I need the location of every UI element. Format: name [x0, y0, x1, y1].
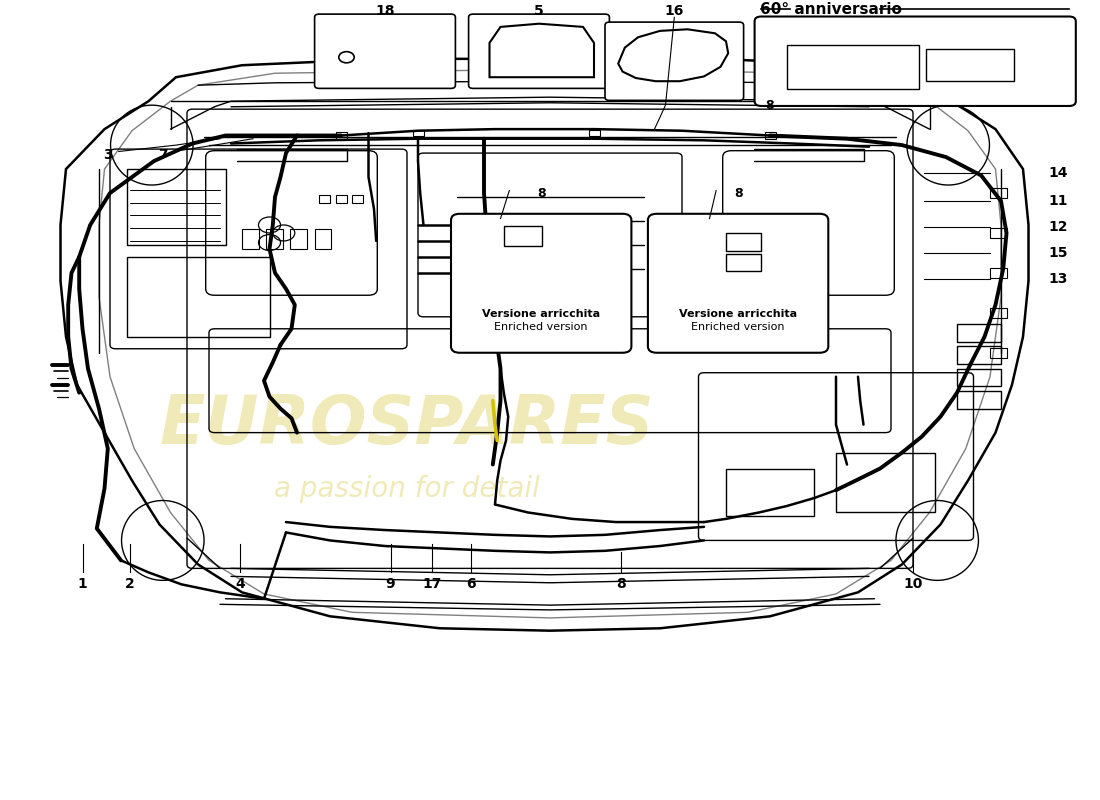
Text: 2: 2 — [125, 578, 134, 591]
Bar — [990, 348, 1006, 358]
Bar — [726, 469, 814, 517]
Bar — [726, 233, 761, 250]
Bar — [588, 130, 600, 136]
Bar — [926, 50, 1014, 82]
FancyBboxPatch shape — [755, 17, 1076, 106]
Text: a passion for detail: a passion for detail — [274, 474, 540, 502]
Text: 8: 8 — [766, 98, 774, 112]
Text: 10: 10 — [903, 578, 923, 591]
Text: 7: 7 — [158, 148, 167, 162]
FancyBboxPatch shape — [451, 214, 631, 353]
Bar — [242, 229, 258, 249]
Bar — [319, 194, 330, 202]
Text: 15: 15 — [1048, 246, 1068, 260]
Bar — [315, 229, 331, 249]
Text: 17: 17 — [422, 578, 442, 591]
Text: 3: 3 — [103, 148, 112, 162]
Bar — [336, 194, 346, 202]
Text: 8: 8 — [734, 186, 742, 199]
Bar — [990, 228, 1006, 238]
Bar — [504, 226, 542, 246]
Text: 8: 8 — [617, 578, 626, 591]
Bar — [290, 229, 307, 249]
Text: 13: 13 — [1048, 272, 1068, 286]
Bar — [126, 169, 226, 245]
Text: 14: 14 — [1048, 166, 1068, 180]
Text: 12: 12 — [1048, 219, 1068, 234]
Bar — [786, 46, 918, 89]
Bar — [266, 229, 283, 249]
Bar — [957, 324, 1001, 342]
Text: 16: 16 — [664, 4, 684, 18]
Bar — [352, 194, 363, 202]
Text: Versione arricchita: Versione arricchita — [679, 310, 798, 319]
Bar — [126, 257, 270, 337]
Bar — [764, 132, 776, 138]
Text: 1: 1 — [78, 578, 87, 591]
Text: 6: 6 — [466, 578, 475, 591]
Bar — [726, 254, 761, 271]
Text: 11: 11 — [1048, 194, 1068, 208]
Text: 4: 4 — [235, 578, 244, 591]
FancyBboxPatch shape — [469, 14, 609, 88]
Text: 60° anniversario: 60° anniversario — [760, 2, 901, 17]
Bar — [336, 132, 346, 138]
Text: Enriched version: Enriched version — [692, 322, 785, 332]
Text: EUROSPARES: EUROSPARES — [160, 392, 654, 458]
Bar — [957, 369, 1001, 386]
Text: 5: 5 — [535, 4, 543, 18]
Bar — [836, 453, 935, 513]
Text: 9: 9 — [386, 578, 395, 591]
Bar — [990, 308, 1006, 318]
FancyBboxPatch shape — [605, 22, 744, 100]
Bar — [957, 391, 1001, 409]
Bar — [990, 188, 1006, 198]
FancyBboxPatch shape — [648, 214, 828, 353]
Bar — [957, 346, 1001, 364]
Text: Enriched version: Enriched version — [495, 322, 588, 332]
FancyBboxPatch shape — [315, 14, 455, 88]
Text: Versione arricchita: Versione arricchita — [482, 310, 601, 319]
Bar — [412, 130, 424, 136]
Bar — [990, 268, 1006, 278]
Text: 18: 18 — [375, 4, 395, 18]
Text: 8: 8 — [537, 186, 546, 199]
